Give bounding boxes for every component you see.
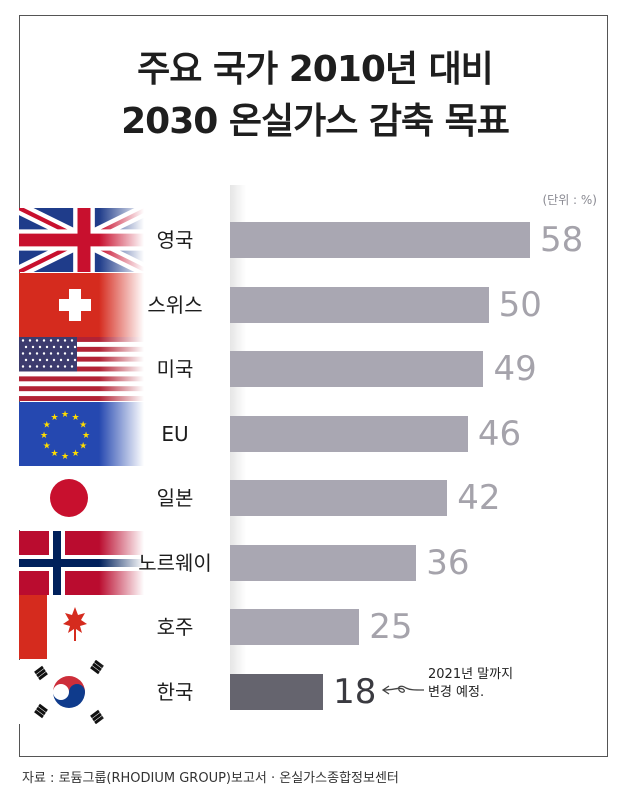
australia-flag-icon [19,595,149,659]
bar [230,222,530,258]
value-label: 18 [333,671,377,712]
svg-text:★: ★ [61,410,69,420]
uk-flag-icon [19,208,149,272]
svg-text:★: ★ [43,441,51,451]
switzerland-flag-icon [19,272,149,337]
flag-fade-overlay [99,595,149,659]
svg-text:★: ★ [61,452,69,462]
category-label: 스위스 [147,292,203,317]
svg-text:★: ★ [50,412,58,422]
flag-fade-overlay [99,272,149,337]
annotation-note: 2021년 말까지 변경 예정. [428,666,513,702]
bar-row: 노르웨이 36 [0,530,630,595]
bar [230,480,448,516]
bar-row: 미국 49 [0,337,630,401]
value-label: 46 [477,413,522,454]
flag-fade-overlay [99,659,149,724]
value-label: 36 [426,542,470,583]
bar-row: 일본 42 [0,466,630,530]
value-label: 50 [498,284,542,325]
bar [230,351,484,387]
bar [230,544,417,581]
usa-flag-icon [19,337,149,401]
svg-text:★: ★ [40,431,48,441]
svg-text:★: ★ [50,449,58,459]
norway-flag-icon [19,530,149,595]
svg-text:★: ★ [79,420,87,430]
category-label: EU [161,421,189,446]
annotation-line2: 변경 예정. [428,685,485,700]
category-label: 미국 [156,357,194,381]
bar-row: 영국 58 [0,208,630,272]
category-label: 한국 [156,679,194,704]
flag-fade-overlay [99,466,149,530]
bar [230,286,489,323]
flag-fade-overlay [99,208,149,272]
value-label: 58 [540,220,584,260]
korea-flag-icon [19,659,149,724]
bar [230,673,324,710]
annotation-line1: 2021년 말까지 [428,667,514,682]
chart-title-line2: 2030 온실가스 감축 목표 [121,101,510,142]
bar [230,415,468,452]
unit-label: (단위 : %) [542,193,597,207]
eu-flag-icon: ★ ★ ★ ★ ★ ★ ★ ★ ★ ★ ★ ★ [19,401,149,466]
flag-fade-overlay [99,401,149,466]
svg-text:★: ★ [71,412,79,422]
chart-title-line1: 주요 국가 2010년 대비 [137,49,494,90]
flag-fade-overlay [99,337,149,401]
bar [230,609,360,645]
flag-fade-overlay [99,530,149,595]
svg-text:★: ★ [71,449,79,459]
bar-row: 스위스 50 [0,272,630,337]
japan-flag-icon [19,466,149,530]
category-label: 영국 [156,228,194,252]
category-label: 일본 [156,486,194,510]
bar-row: ★ ★ ★ ★ ★ ★ ★ ★ ★ ★ ★ ★ EU 46 [0,401,630,466]
value-label: 42 [457,478,501,518]
source-note: 자료 : 로듐그룹(RHODIUM GROUP)보고서 · 온실가스종합정보센터 [22,771,399,786]
category-label: 노르웨이 [138,550,212,575]
svg-text:★: ★ [43,420,51,430]
bar-row: 호주 25 [0,595,630,659]
svg-text:★: ★ [82,431,90,441]
value-label: 49 [493,349,537,389]
value-label: 25 [369,607,413,647]
svg-text:★: ★ [79,441,87,451]
bar-row: 한국 18 [0,659,630,724]
curly-arrow-icon [381,685,425,695]
category-label: 호주 [156,615,194,639]
